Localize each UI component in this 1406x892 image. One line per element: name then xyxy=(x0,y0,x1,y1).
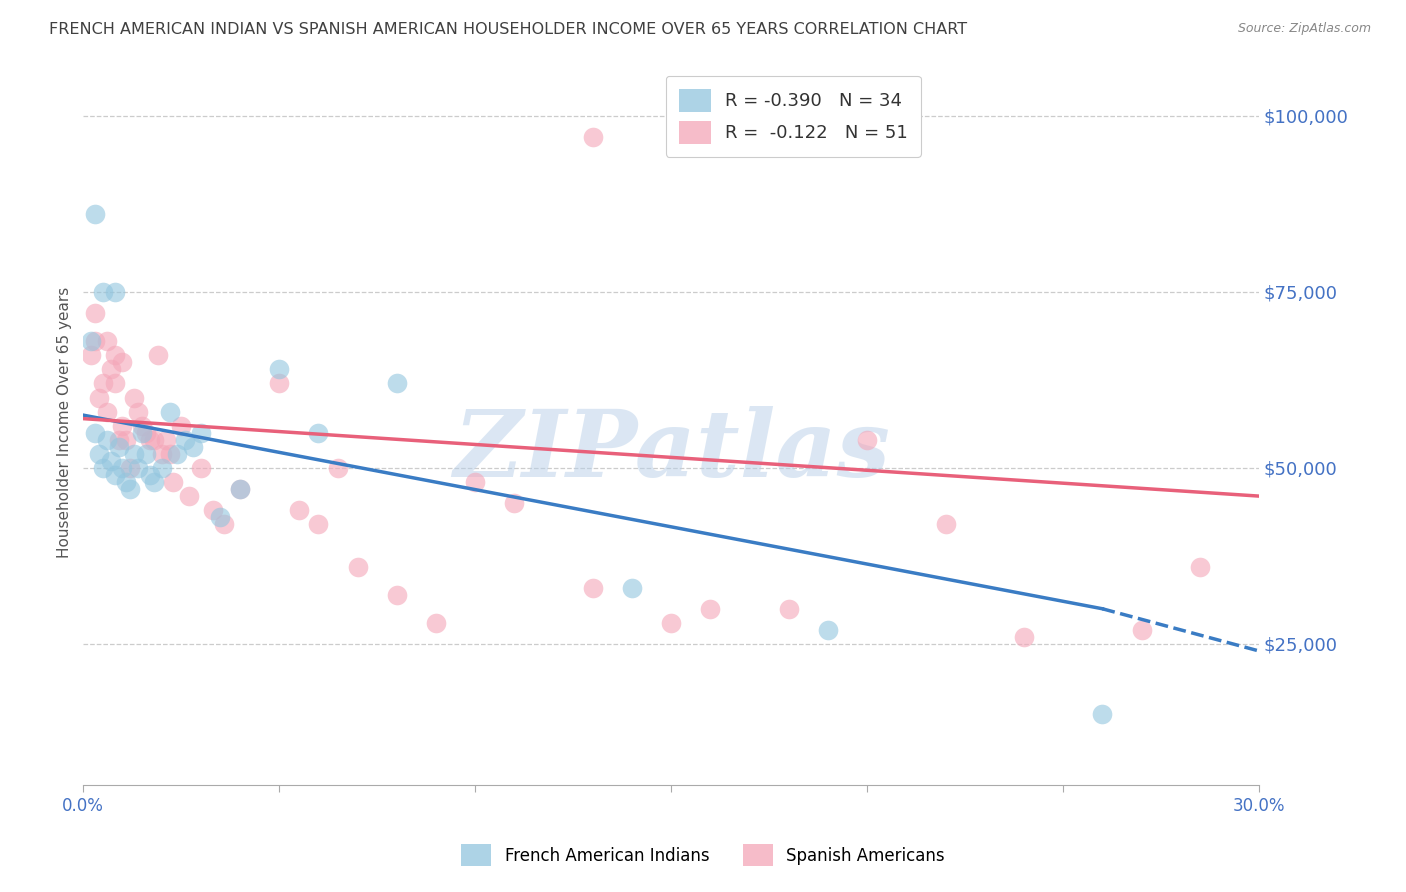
Point xyxy=(425,615,447,630)
Point xyxy=(111,461,134,475)
Legend: R = -0.390   N = 34, R =  -0.122   N = 51: R = -0.390 N = 34, R = -0.122 N = 51 xyxy=(666,76,921,157)
Point xyxy=(139,433,162,447)
Point xyxy=(229,482,252,496)
Point xyxy=(166,447,188,461)
Point xyxy=(115,475,138,489)
Point xyxy=(135,425,157,440)
Point xyxy=(181,440,204,454)
Point xyxy=(142,475,165,489)
Point xyxy=(1130,623,1153,637)
Text: Source: ZipAtlas.com: Source: ZipAtlas.com xyxy=(1237,22,1371,36)
Point xyxy=(104,285,127,299)
Point xyxy=(122,391,145,405)
Point xyxy=(104,376,127,391)
Point xyxy=(162,475,184,489)
Point xyxy=(209,510,232,524)
Point xyxy=(190,425,212,440)
Point xyxy=(146,348,169,362)
Point xyxy=(582,581,605,595)
Point xyxy=(817,623,839,637)
Legend: French American Indians, Spanish Americans: French American Indians, Spanish America… xyxy=(449,831,957,880)
Point xyxy=(778,601,800,615)
Point xyxy=(120,482,142,496)
Point xyxy=(131,425,153,440)
Point xyxy=(104,467,127,482)
Point xyxy=(307,425,329,440)
Point xyxy=(111,418,134,433)
Point xyxy=(107,433,129,447)
Y-axis label: Householder Income Over 65 years: Householder Income Over 65 years xyxy=(58,286,72,558)
Point xyxy=(464,475,486,489)
Text: FRENCH AMERICAN INDIAN VS SPANISH AMERICAN HOUSEHOLDER INCOME OVER 65 YEARS CORR: FRENCH AMERICAN INDIAN VS SPANISH AMERIC… xyxy=(49,22,967,37)
Point xyxy=(307,517,329,532)
Point xyxy=(84,334,107,349)
Point xyxy=(87,447,110,461)
Point xyxy=(150,447,173,461)
Point xyxy=(80,348,103,362)
Point xyxy=(91,376,114,391)
Point xyxy=(122,447,145,461)
Point xyxy=(229,482,252,496)
Point xyxy=(131,418,153,433)
Text: ZIPatlas: ZIPatlas xyxy=(453,406,890,496)
Point xyxy=(935,517,957,532)
Point xyxy=(288,503,311,517)
Point xyxy=(115,433,138,447)
Point xyxy=(1012,630,1035,644)
Point xyxy=(80,334,103,349)
Point xyxy=(582,130,605,145)
Point xyxy=(91,461,114,475)
Point xyxy=(170,418,193,433)
Point xyxy=(620,581,643,595)
Point xyxy=(214,517,236,532)
Point xyxy=(699,601,721,615)
Point xyxy=(127,404,149,418)
Point xyxy=(346,559,368,574)
Point xyxy=(659,615,682,630)
Point xyxy=(87,391,110,405)
Point xyxy=(155,433,177,447)
Point xyxy=(96,404,118,418)
Point xyxy=(139,467,162,482)
Point xyxy=(100,454,122,468)
Point xyxy=(159,404,181,418)
Point xyxy=(84,306,107,320)
Point xyxy=(326,461,349,475)
Point xyxy=(385,588,408,602)
Point xyxy=(135,447,157,461)
Point xyxy=(385,376,408,391)
Point xyxy=(127,461,149,475)
Point xyxy=(174,433,197,447)
Point xyxy=(159,447,181,461)
Point xyxy=(84,425,107,440)
Point xyxy=(856,433,879,447)
Point xyxy=(190,461,212,475)
Point xyxy=(269,376,291,391)
Point xyxy=(142,433,165,447)
Point xyxy=(111,355,134,369)
Point xyxy=(96,334,118,349)
Point xyxy=(201,503,224,517)
Point xyxy=(150,461,173,475)
Point xyxy=(104,348,127,362)
Point xyxy=(1091,707,1114,722)
Point xyxy=(96,433,118,447)
Point xyxy=(107,440,129,454)
Point xyxy=(269,362,291,376)
Point xyxy=(84,207,107,221)
Point xyxy=(100,362,122,376)
Point xyxy=(1189,559,1212,574)
Point xyxy=(179,489,201,503)
Point xyxy=(503,496,526,510)
Point xyxy=(91,285,114,299)
Point xyxy=(120,461,142,475)
